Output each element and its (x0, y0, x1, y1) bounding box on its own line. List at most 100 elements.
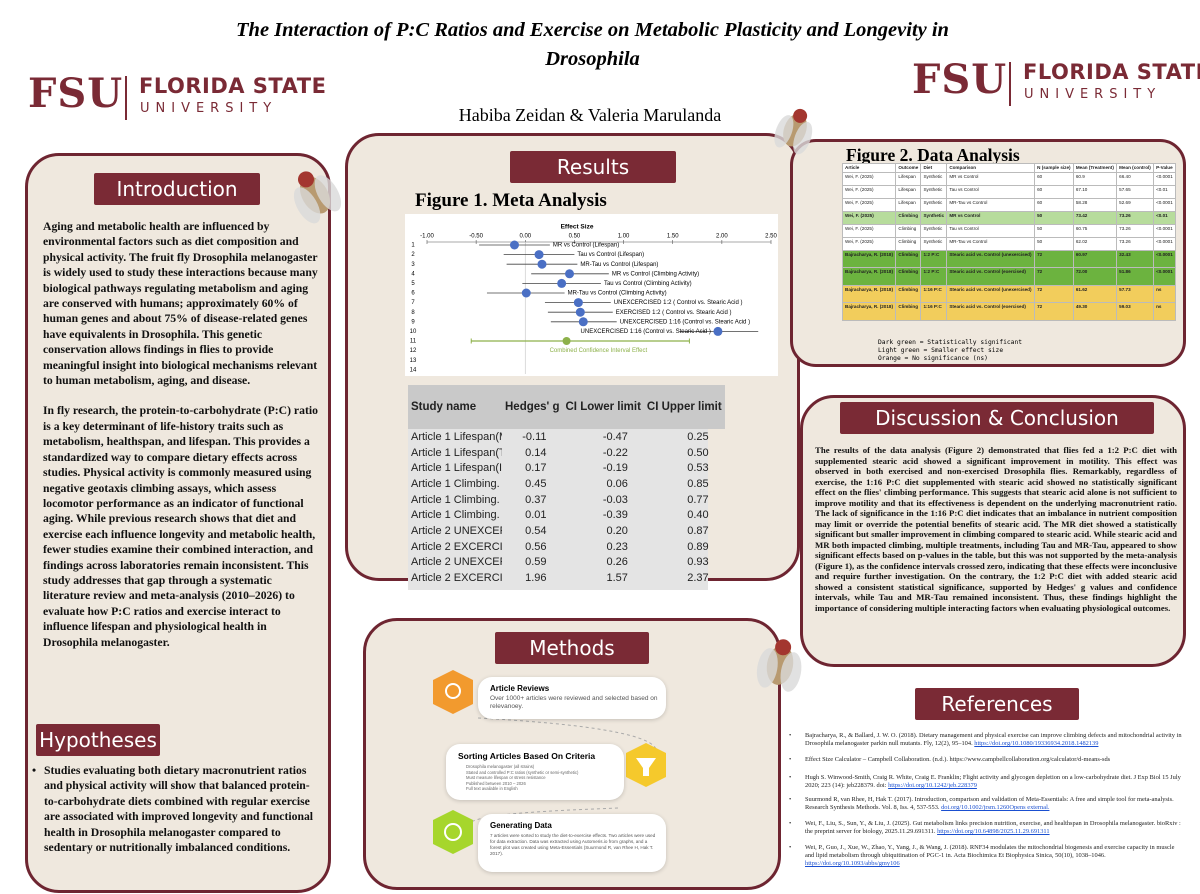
column-header: CI Lower limit (565, 401, 641, 413)
reference: • Hugh S. Winwood-Smith, Craig R. White, … (789, 774, 1183, 790)
table-cell: ns (1153, 284, 1176, 303)
x-tick-label: 1.00 (618, 234, 630, 240)
logo-sub: UNIVERSITY (1024, 87, 1162, 102)
table-cell: ns (1153, 302, 1176, 321)
table-row: Article 1 Lifespan(I 0.17 -0.19 0.53 (408, 460, 725, 476)
ref-text: Wei, F., Liu, S., Sun, Y., & Liu, J. (20… (805, 820, 1181, 835)
table-cell: -0.03 (602, 493, 628, 506)
bullet: • (32, 764, 37, 777)
table-cell: 0.37 (525, 493, 547, 506)
x-tick-label: 0.50 (569, 234, 581, 240)
table-cell: Synthetic (920, 210, 948, 225)
row-number: 12 (410, 348, 417, 354)
ref-link[interactable]: https://doi.org/10.64898/2025.11.29.6913… (937, 828, 1050, 835)
table-cell: Stearic acid vs. Control (exercised) (946, 302, 1036, 321)
table-cell: 60.9 (1072, 171, 1118, 186)
ref-link[interactable]: doi.org/10.1002/jrsm.1260Opens external. (941, 804, 1050, 811)
table-cell: -0.39 (602, 509, 628, 522)
table-cell: 73.26 (1116, 223, 1155, 238)
table-cell: 0.17 (525, 462, 547, 475)
study-label: Tau vs Control (Lifespan) (577, 252, 644, 258)
row-number: 1 (411, 243, 415, 249)
criteria-item: Stated and controlled P:C ratios (synthe… (466, 769, 579, 775)
table-cell: 67.10 (1072, 184, 1118, 199)
column-header: CI Upper limit (646, 401, 722, 413)
table-cell: 58.28 (1072, 197, 1118, 212)
discussion-text: The results of the data analysis (Figure… (815, 445, 1177, 613)
table-cell: 62.02 (1072, 236, 1118, 251)
table-cell: 1:2 P:C (920, 267, 948, 286)
logo-sub: UNIVERSITY (140, 101, 278, 116)
row-number: 11 (410, 339, 417, 345)
table-cell: 0.85 (687, 477, 709, 490)
section-heading: Results (510, 151, 676, 183)
table-cell: 72 (1034, 284, 1074, 303)
plot-bg (405, 214, 778, 376)
table-row: Wei, F. (2025) Climbing Synthetic MR vs Con… (841, 210, 1176, 225)
paragraph: Aging and metabolic health are influence… (43, 220, 318, 388)
table-cell: Article 1 Lifespan(I (411, 462, 502, 475)
section-heading: Introduction (94, 173, 260, 205)
row-number: 4 (411, 271, 415, 277)
column-header: Comparison (946, 163, 1036, 173)
table-cell: MR vs Control (946, 171, 1036, 186)
table-cell: <0.0001 (1153, 267, 1176, 286)
table-cell: 51.86 (1116, 267, 1155, 286)
icon-glyph (636, 758, 656, 776)
criteria-item: Published between 2010 – 2026 (466, 780, 526, 786)
table-cell: Wei, F. (2025) (841, 197, 897, 212)
table-cell: 0.53 (687, 462, 709, 475)
table-cell: Stearic acid vs. Control (exercised) (946, 267, 1036, 286)
ref-bullet: • (789, 732, 792, 739)
table-cell: 60 (1034, 171, 1074, 186)
table-cell: Article 1 Climbing. (411, 509, 500, 522)
table-cell: Climbing (895, 223, 922, 238)
study-label: UNEXCERCISED 1:16 (Control vs. Stearic A… (581, 329, 711, 335)
table-cell: Lifespan (895, 184, 922, 199)
table-row: Wei, F. (2025) Lifespan Synthetic MR vs Con… (841, 171, 1176, 186)
ref-link[interactable]: https://doi.org/10.1093/abbs/gmy106 (805, 860, 900, 867)
table-cell: Lifespan (895, 171, 922, 186)
table-cell: 1:16 P:C (920, 284, 948, 303)
ref-bullet: • (789, 820, 792, 827)
ref-link[interactable]: https://doi.org/10.1080/19336934.2018.14… (974, 740, 1099, 747)
reference: • Suurmond R, van Rhee, H, Hak T. (2017).… (789, 796, 1183, 812)
table-cell: 0.45 (525, 477, 547, 490)
table-cell: 72 (1034, 249, 1074, 268)
poster-title: The Interaction of P:C Ratios and Exerci… (236, 19, 949, 70)
table-cell: 0.54 (525, 524, 547, 537)
section-heading: Discussion & Conclusion (840, 402, 1154, 434)
table-cell: 0.50 (687, 446, 709, 459)
table-cell: 49.30 (1072, 302, 1118, 321)
table-cell: 73.42 (1072, 210, 1118, 225)
table-row: Article 2 EXCERCISI 1.96 1.57 2.37 (408, 570, 725, 586)
study-label: MR vs Control (Lifespan) (553, 243, 619, 249)
x-tick-label: 1.50 (667, 234, 679, 240)
study-label: EXERCISED 1:2 ( Control vs. Stearic Acid… (616, 310, 732, 316)
table-cell: 52.69 (1116, 197, 1155, 212)
column-header: Hedges' g (505, 401, 560, 413)
column-header: Mean (Treatment) (1072, 163, 1118, 173)
ref-link[interactable]: https://doi.org/10.1242/jeb.228379 (888, 782, 977, 789)
legend-line: Light green = Smaller effect size (878, 347, 1004, 354)
table-cell: Wei, F. (2025) (841, 171, 897, 186)
legend-line: Orange = No significance (ns) (878, 355, 988, 362)
table-cell: Climbing (895, 249, 922, 268)
section-heading: Methods (495, 632, 649, 664)
effect-point (537, 259, 547, 269)
table-cell: 50 (1034, 223, 1074, 238)
intro-text: Aging and metabolic health are influence… (43, 219, 321, 665)
discussion-panel (800, 395, 1186, 667)
study-label: MR vs Control (Climbing Activity) (612, 271, 699, 277)
table-cell: 50 (1034, 236, 1074, 251)
ref-bullet: • (789, 756, 792, 763)
table-cell: MR-Tau vs Control (946, 236, 1036, 251)
table-cell: Synthetic (920, 236, 948, 251)
table-cell: <0.01 (1153, 184, 1176, 199)
table-cell: <0.0001 (1153, 171, 1176, 186)
card-title: Generating Data (490, 821, 552, 830)
column-header: Article (841, 163, 897, 173)
reference: • Effect Size Calculator – Campbell Colla… (789, 756, 1183, 764)
table-cell: Synthetic (920, 197, 948, 212)
